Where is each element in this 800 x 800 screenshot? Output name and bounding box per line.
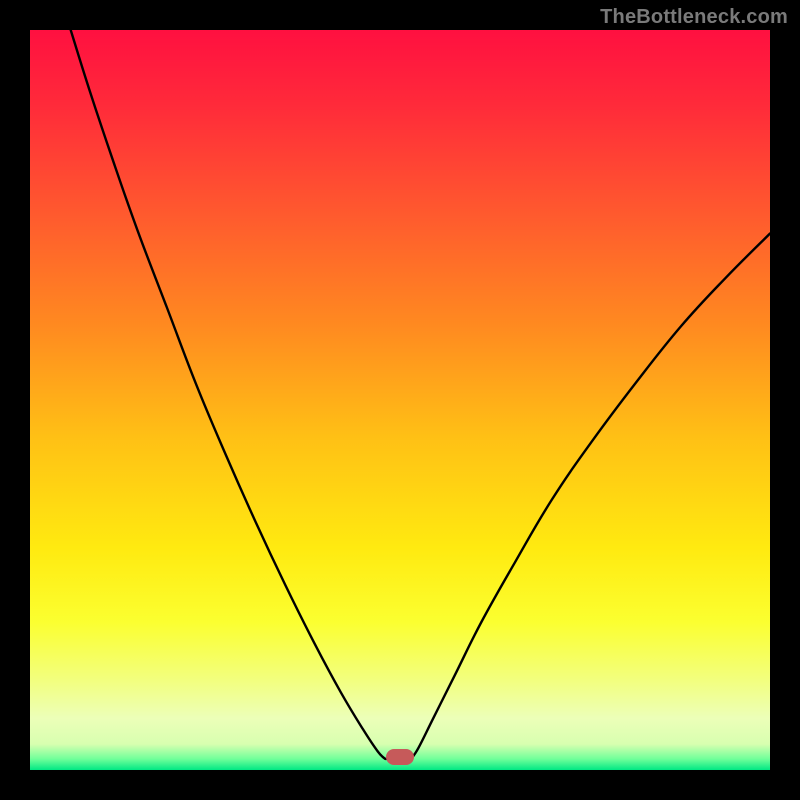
bottleneck-curve [30, 30, 770, 770]
chart-plot-area [30, 30, 770, 770]
chart-frame: TheBottleneck.com [0, 0, 800, 800]
watermark-text: TheBottleneck.com [600, 6, 788, 29]
minimum-marker [386, 749, 414, 765]
